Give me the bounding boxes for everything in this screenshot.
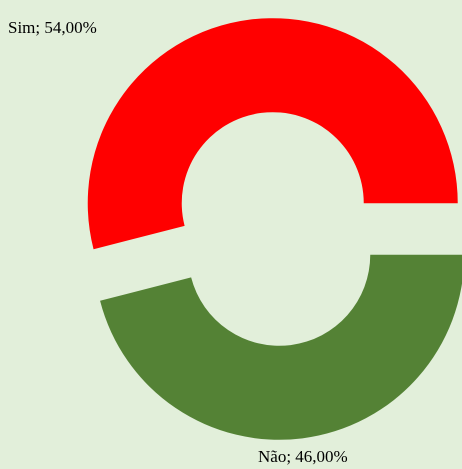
data-label: Não; 46,00%	[258, 447, 348, 466]
donut-slice	[87, 18, 458, 250]
donut-slice	[100, 254, 462, 440]
data-label: Sim; 54,00%	[8, 18, 97, 37]
